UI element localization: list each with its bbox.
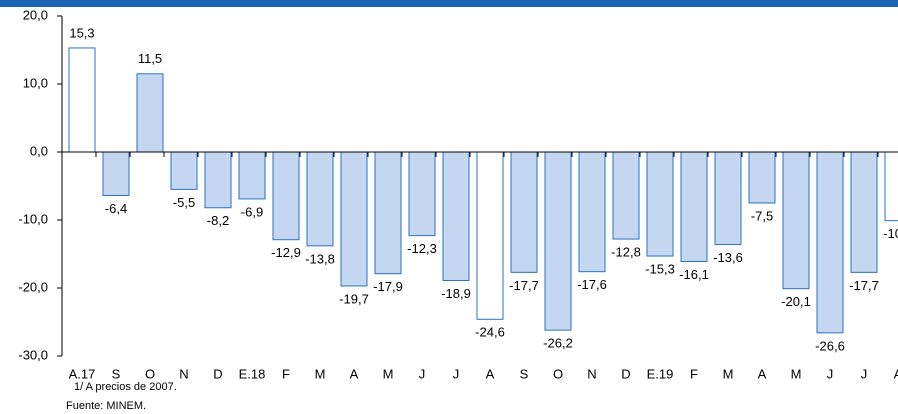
bar [544,151,572,331]
x-tick-label: S [112,366,121,381]
x-tick-label: E.19 [647,366,674,381]
bar [68,47,96,153]
bar [442,151,470,282]
x-tick-label: A [894,366,898,381]
bar [680,151,708,262]
bar [476,151,504,320]
bar [510,151,538,273]
value-label: -17,7 [509,278,539,293]
value-label: -5,5 [173,195,195,210]
x-tick-label: J [419,366,426,381]
value-label: -20,1 [781,294,811,309]
bar [816,151,844,334]
bar [136,73,164,153]
x-tick-label: A [486,366,495,381]
bar [782,151,810,290]
y-tick-label: 20,0 [23,7,48,22]
value-label: -15,3 [645,261,675,276]
x-tick-label: A.17 [69,366,96,381]
bar [306,151,334,247]
y-tick-label: 10,0 [23,75,48,90]
value-label: -8,2 [207,213,229,228]
bar [340,151,368,287]
x-tick-label: M [315,366,326,381]
value-label: -19,7 [339,291,369,306]
x-tick-label: N [179,366,188,381]
bar [748,151,776,204]
value-label: -18,9 [441,286,471,301]
x-tick-label: A [758,366,767,381]
x-tick-label: E.18 [239,366,266,381]
bar [238,151,266,200]
bar [272,151,300,241]
x-tick-label: S [520,366,529,381]
y-tick-label: 0,0 [30,143,48,158]
x-tick-label: J [453,366,460,381]
bar [408,151,436,237]
value-label: -12,3 [407,241,437,256]
bar [578,151,606,273]
value-label: -26,2 [543,336,573,351]
x-tick-label: D [213,366,222,381]
bar [646,151,674,257]
footnote: 1/ A precios de 2007. [74,381,177,393]
value-label: -17,9 [373,279,403,294]
bar [850,151,878,273]
x-tick-label: A [350,366,359,381]
bar [374,151,402,275]
y-tick-label: -10,0 [18,211,48,226]
value-label: 15,3 [69,25,94,40]
x-tick-label: M [791,366,802,381]
x-tick-label: J [827,366,834,381]
bar [170,151,198,190]
value-label: -6,4 [105,201,127,216]
x-tick-label: F [690,366,698,381]
x-tick-label: O [145,366,155,381]
y-tick-label: -30,0 [18,347,48,362]
value-label: -17,7 [849,278,879,293]
source-note: Fuente: MINEM. [66,400,146,412]
x-tick-label: F [282,366,290,381]
bar [612,151,640,240]
value-label: -10,1 [883,226,898,241]
x-tick-label: D [621,366,630,381]
value-label: -17,6 [577,277,607,292]
bar [714,151,742,245]
value-label: -13,6 [713,250,743,265]
x-tick-label: M [383,366,394,381]
value-label: -16,1 [679,267,709,282]
x-tick-label: N [587,366,596,381]
x-tick-label: J [861,366,868,381]
top-band [0,0,898,7]
value-label: -12,9 [271,245,301,260]
value-label: -24,6 [475,325,505,340]
y-tick-label: -20,0 [18,279,48,294]
value-label: -26,6 [815,338,845,353]
value-label: -12,8 [611,244,641,259]
bar [204,151,232,209]
x-tick-label: O [553,366,563,381]
value-label: -13,8 [305,251,335,266]
bar [884,151,898,222]
bar [102,151,130,197]
value-label: 11,5 [138,51,162,66]
value-label: -7,5 [751,208,773,223]
x-tick-label: M [723,366,734,381]
value-label: -6,9 [241,204,263,219]
